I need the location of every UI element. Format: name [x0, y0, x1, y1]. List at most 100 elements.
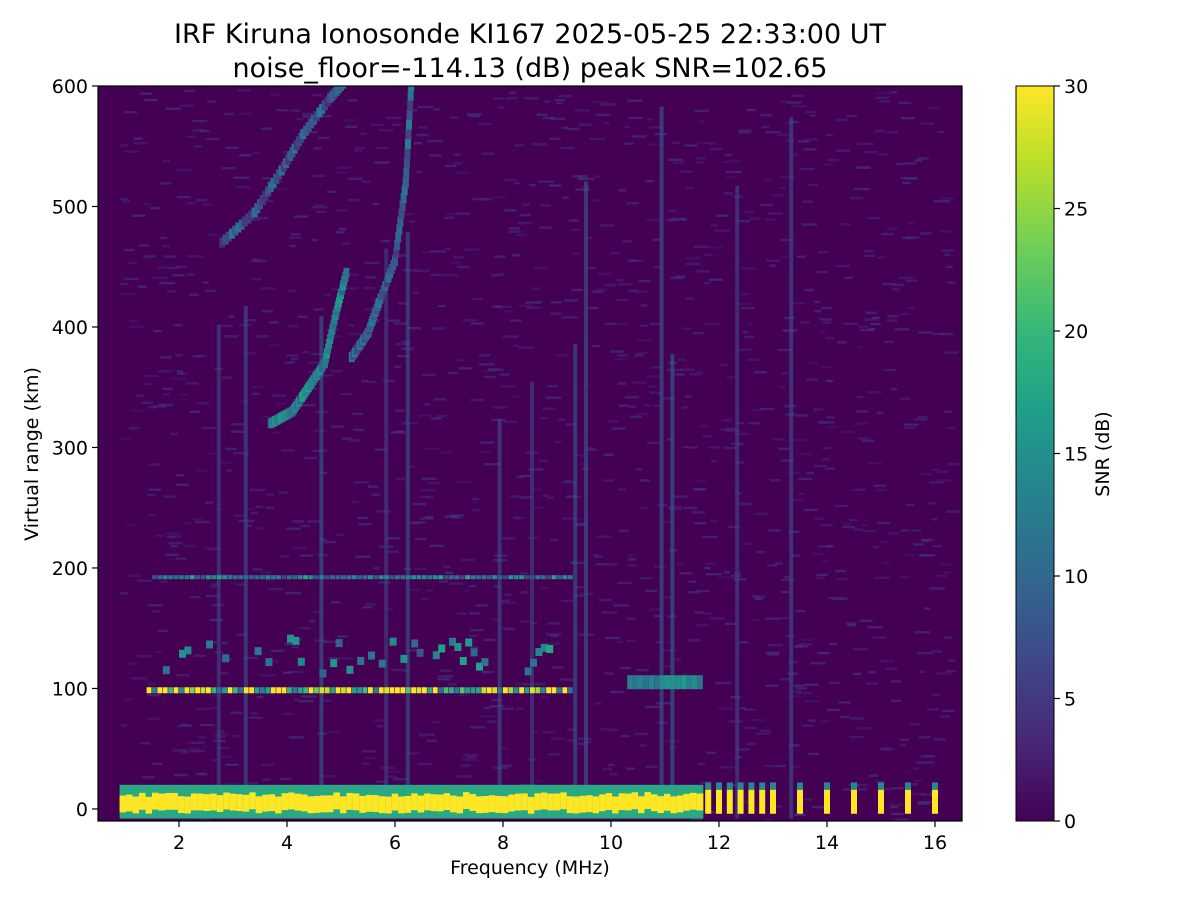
noise-cell: [626, 639, 635, 643]
noise-cell: [673, 658, 682, 661]
noise-cell: [704, 322, 720, 326]
noise-cell: [450, 116, 459, 119]
noise-cell: [235, 186, 250, 189]
noise-cell: [354, 146, 365, 150]
noise-cell: [881, 787, 894, 791]
f-layer-cell: [245, 213, 252, 224]
noise-cell: [803, 148, 817, 151]
noise-cell: [601, 611, 618, 614]
noise-cell: [424, 447, 440, 450]
ground-echo-cell: [676, 795, 684, 813]
noise-cell: [458, 367, 473, 370]
noise-cell: [907, 306, 915, 310]
noise-cell: [572, 594, 584, 597]
noise-cell: [747, 422, 760, 425]
interference-line: [497, 418, 502, 819]
noise-cell: [634, 354, 644, 357]
noise-cell: [919, 554, 927, 557]
ground-burst-halo: [716, 782, 722, 790]
noise-cell: [711, 811, 718, 814]
noise-cell: [683, 506, 698, 510]
noise-cell: [834, 569, 847, 573]
e-layer-cell: [546, 687, 552, 694]
noise-cell: [175, 557, 187, 560]
noise-cell: [890, 387, 898, 391]
ground-echo-cell: [197, 793, 205, 811]
noise-cell: [721, 419, 733, 422]
noise-cell: [726, 175, 735, 179]
ground-burst: [705, 789, 712, 814]
noise-cell: [696, 157, 706, 160]
e-blob-cell: [654, 675, 660, 690]
noise-cell: [672, 141, 680, 145]
ground-echo-cell: [476, 796, 484, 814]
noise-cell: [814, 309, 821, 313]
ground-echo-cell: [339, 796, 347, 814]
interference-line: [735, 185, 740, 819]
noise-cell: [943, 410, 952, 413]
noise-cell: [166, 290, 176, 293]
noise-cell: [567, 127, 580, 131]
noise-cell: [646, 118, 654, 121]
noise-cell: [193, 654, 207, 658]
noise-cell: [437, 414, 447, 418]
es-hop-cell: [195, 575, 201, 580]
noise-cell: [725, 170, 742, 174]
noise-cell: [160, 580, 168, 584]
noise-cell: [140, 92, 153, 95]
e-layer-cell: [540, 687, 546, 694]
es-hop-cell: [432, 575, 438, 580]
noise-cell: [187, 747, 200, 751]
es-hop-cell: [260, 575, 265, 580]
noise-cell: [228, 315, 235, 318]
ground-echo-cell: [210, 793, 218, 811]
noise-cell: [593, 100, 608, 104]
noise-cell: [805, 288, 815, 292]
noise-cell: [128, 574, 141, 578]
noise-cell: [903, 423, 919, 426]
noise-cell: [547, 384, 559, 388]
es-hop-cell: [378, 575, 384, 580]
noise-cell: [929, 481, 944, 484]
noise-cell: [226, 469, 233, 472]
noise-cell: [346, 287, 359, 290]
noise-cell: [470, 322, 484, 325]
ground-echo-cell: [385, 796, 393, 814]
ground-echo-cell: [255, 796, 263, 814]
noise-cell: [788, 744, 800, 747]
noise-cell: [780, 459, 794, 462]
noise-cell: [640, 304, 648, 307]
noise-cell: [361, 750, 376, 753]
noise-cell: [813, 517, 824, 521]
es-hop-cell: [562, 575, 568, 580]
noise-cell: [287, 324, 299, 328]
noise-cell: [127, 261, 138, 265]
noise-cell: [211, 758, 221, 762]
noise-cell: [853, 528, 864, 531]
e-layer-spread: [476, 662, 483, 671]
noise-cell: [348, 99, 358, 102]
noise-cell: [165, 266, 179, 270]
noise-cell: [857, 142, 874, 146]
noise-cell: [471, 497, 480, 501]
noise-cell: [542, 731, 555, 734]
ground-echo-cell: [281, 793, 289, 811]
es-hop-cell: [319, 575, 325, 580]
y-tick-label: 200: [52, 558, 88, 580]
e-layer-cell: [303, 687, 309, 694]
noise-cell: [544, 100, 551, 103]
noise-cell: [430, 417, 442, 420]
noise-cell: [854, 187, 870, 191]
noise-cell: [499, 385, 515, 388]
noise-cell: [769, 479, 781, 482]
noise-cell: [394, 409, 406, 412]
noise-cell: [790, 690, 802, 693]
noise-cell: [374, 161, 390, 164]
noise-cell: [444, 515, 458, 518]
noise-cell: [631, 135, 647, 138]
noise-cell: [695, 161, 704, 164]
noise-cell: [468, 114, 481, 118]
noise-cell: [919, 232, 932, 235]
noise-cell: [444, 216, 455, 219]
noise-cell: [119, 282, 128, 286]
